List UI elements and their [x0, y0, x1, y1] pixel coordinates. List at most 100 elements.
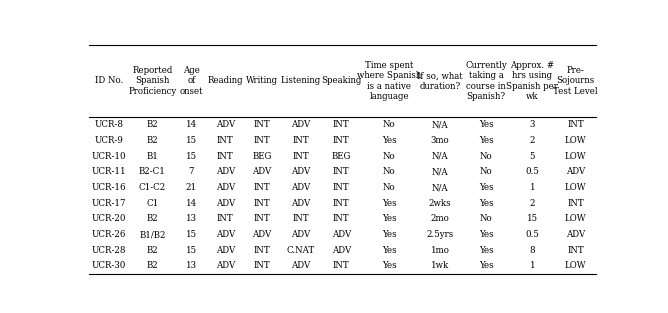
Text: Reading: Reading	[208, 76, 243, 85]
Text: ADV: ADV	[216, 261, 235, 270]
Text: 2: 2	[530, 199, 535, 208]
Text: INT: INT	[333, 261, 349, 270]
Text: 7: 7	[188, 167, 194, 177]
Text: Speaking: Speaking	[321, 76, 361, 85]
Text: 13: 13	[186, 261, 197, 270]
Text: Yes: Yes	[382, 230, 396, 239]
Text: 5: 5	[530, 152, 535, 161]
Text: UCR-11: UCR-11	[92, 167, 126, 177]
Text: 1: 1	[530, 183, 535, 192]
Text: INT: INT	[567, 121, 584, 130]
Text: LOW: LOW	[565, 214, 587, 223]
Text: ADV: ADV	[331, 230, 351, 239]
Text: 14: 14	[186, 199, 197, 208]
Text: Yes: Yes	[382, 199, 396, 208]
Text: INT: INT	[333, 199, 349, 208]
Text: Age
of
onset: Age of onset	[180, 66, 203, 96]
Text: INT: INT	[333, 214, 349, 223]
Text: INT: INT	[254, 183, 271, 192]
Text: 3mo: 3mo	[431, 136, 449, 145]
Text: LOW: LOW	[565, 152, 587, 161]
Text: 2.5yrs: 2.5yrs	[426, 230, 454, 239]
Text: Yes: Yes	[382, 136, 396, 145]
Text: B2: B2	[146, 136, 158, 145]
Text: Yes: Yes	[479, 261, 494, 270]
Text: ADV: ADV	[291, 230, 310, 239]
Text: ADV: ADV	[331, 246, 351, 255]
Text: No: No	[383, 152, 395, 161]
Text: No: No	[480, 167, 492, 177]
Text: Yes: Yes	[479, 199, 494, 208]
Text: C.NAT: C.NAT	[287, 246, 315, 255]
Text: ADV: ADV	[566, 167, 585, 177]
Text: UCR-17: UCR-17	[92, 199, 126, 208]
Text: INT: INT	[333, 183, 349, 192]
Text: 3: 3	[530, 121, 535, 130]
Text: BEG: BEG	[253, 152, 272, 161]
Text: ADV: ADV	[566, 230, 585, 239]
Text: B2: B2	[146, 121, 158, 130]
Text: INT: INT	[254, 121, 271, 130]
Text: INT: INT	[567, 199, 584, 208]
Text: 15: 15	[186, 152, 197, 161]
Text: Time spent
where Spanish
is a native
language: Time spent where Spanish is a native lan…	[357, 61, 422, 101]
Text: UCR-26: UCR-26	[92, 230, 126, 239]
Text: UCR-20: UCR-20	[92, 214, 126, 223]
Text: 15: 15	[186, 246, 197, 255]
Text: 1wk: 1wk	[431, 261, 449, 270]
Text: N/A: N/A	[432, 183, 448, 192]
Text: C1-C2: C1-C2	[139, 183, 166, 192]
Text: 15: 15	[527, 214, 538, 223]
Text: ADV: ADV	[253, 230, 272, 239]
Text: If so, what
duration?: If so, what duration?	[417, 71, 463, 91]
Text: INT: INT	[254, 136, 271, 145]
Text: 2: 2	[530, 136, 535, 145]
Text: Reported
Spanish
Proficiency: Reported Spanish Proficiency	[128, 66, 176, 96]
Text: ADV: ADV	[216, 199, 235, 208]
Text: UCR-30: UCR-30	[92, 261, 126, 270]
Text: ADV: ADV	[216, 246, 235, 255]
Text: No: No	[480, 214, 492, 223]
Text: BEG: BEG	[331, 152, 351, 161]
Text: B1: B1	[146, 152, 158, 161]
Text: INT: INT	[217, 152, 234, 161]
Text: LOW: LOW	[565, 183, 587, 192]
Text: UCR-9: UCR-9	[95, 136, 124, 145]
Text: Yes: Yes	[479, 183, 494, 192]
Text: UCR-8: UCR-8	[94, 121, 124, 130]
Text: Yes: Yes	[479, 121, 494, 130]
Text: 2mo: 2mo	[430, 214, 450, 223]
Text: B2: B2	[146, 214, 158, 223]
Text: INT: INT	[254, 246, 271, 255]
Text: B2: B2	[146, 261, 158, 270]
Text: N/A: N/A	[432, 152, 448, 161]
Text: INT: INT	[567, 246, 584, 255]
Text: 0.5: 0.5	[526, 230, 539, 239]
Text: ADV: ADV	[253, 167, 272, 177]
Text: Currently
taking a
course in
Spanish?: Currently taking a course in Spanish?	[465, 61, 507, 101]
Text: B1/B2: B1/B2	[139, 230, 166, 239]
Text: LOW: LOW	[565, 136, 587, 145]
Text: 2wks: 2wks	[429, 199, 451, 208]
Text: INT: INT	[254, 199, 271, 208]
Text: Pre-
Sojourns
Test Level: Pre- Sojourns Test Level	[553, 66, 598, 96]
Text: INT: INT	[254, 261, 271, 270]
Text: Yes: Yes	[479, 246, 494, 255]
Text: INT: INT	[254, 214, 271, 223]
Text: Yes: Yes	[382, 214, 396, 223]
Text: Yes: Yes	[479, 136, 494, 145]
Text: B2: B2	[146, 246, 158, 255]
Text: ADV: ADV	[291, 183, 310, 192]
Text: INT: INT	[333, 167, 349, 177]
Text: INT: INT	[293, 136, 309, 145]
Text: ADV: ADV	[291, 261, 310, 270]
Text: ADV: ADV	[216, 121, 235, 130]
Text: ADV: ADV	[291, 167, 310, 177]
Text: ADV: ADV	[216, 167, 235, 177]
Text: UCR-28: UCR-28	[92, 246, 126, 255]
Text: 14: 14	[186, 121, 197, 130]
Text: Listening: Listening	[281, 76, 321, 85]
Text: 15: 15	[186, 230, 197, 239]
Text: N/A: N/A	[432, 121, 448, 130]
Text: 1mo: 1mo	[430, 246, 450, 255]
